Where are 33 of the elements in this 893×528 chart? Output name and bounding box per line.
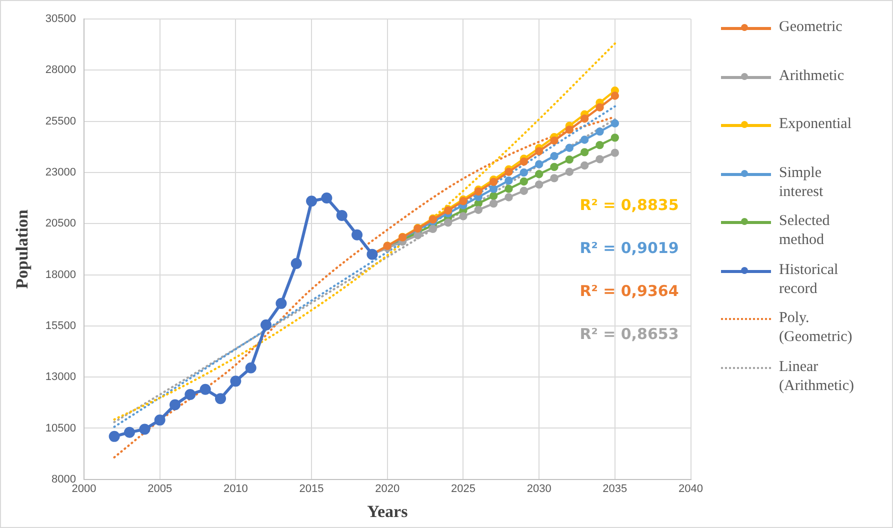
legend-label: Selected method bbox=[779, 212, 831, 250]
legend-label: Simple interest bbox=[779, 164, 824, 202]
annotation: R² = 0,8835 bbox=[580, 196, 679, 214]
y-tick-label: 28000 bbox=[45, 64, 76, 76]
x-tick-label: 2000 bbox=[72, 483, 96, 496]
legend-label: Linear (Arithmetic) bbox=[779, 358, 855, 396]
x-tick-label: 2035 bbox=[602, 483, 628, 496]
x-tick-label: 2040 bbox=[678, 483, 704, 496]
x-tick-label: 2030 bbox=[526, 483, 552, 496]
legend-label: Historical record bbox=[779, 260, 840, 298]
legend-label: Poly. (Geometric) bbox=[779, 309, 854, 347]
legend-label: Geometric bbox=[779, 18, 844, 37]
y-tick-label: 13000 bbox=[45, 371, 76, 384]
y-tick-label: 15500 bbox=[45, 320, 76, 332]
y-tick-label: 25500 bbox=[45, 115, 76, 128]
y-tick-label: 8000 bbox=[52, 473, 76, 486]
legend-label: Arithmetic bbox=[779, 66, 845, 86]
legend-label: Exponential bbox=[779, 115, 852, 134]
x-tick-label: 2005 bbox=[148, 483, 172, 496]
x-tick-label: 2015 bbox=[299, 483, 324, 496]
y-tick-label: 10500 bbox=[45, 422, 76, 434]
x-tick-label: 2020 bbox=[375, 483, 400, 496]
y-tick-label: 18000 bbox=[45, 268, 76, 281]
annotation: R² = 0,9364 bbox=[580, 282, 679, 300]
x-axis-title: Years bbox=[367, 502, 408, 522]
annotation: R² = 0,9019 bbox=[580, 238, 679, 257]
x-tick-label: 2010 bbox=[223, 483, 248, 496]
y-tick-label: 30500 bbox=[45, 13, 76, 26]
y-axis-title: Population bbox=[12, 208, 32, 289]
annotation: R² = 0,8653 bbox=[580, 324, 679, 343]
x-tick-label: 2025 bbox=[450, 483, 476, 496]
y-tick-label: 20500 bbox=[45, 218, 76, 230]
y-tick-label: 23000 bbox=[45, 166, 76, 178]
